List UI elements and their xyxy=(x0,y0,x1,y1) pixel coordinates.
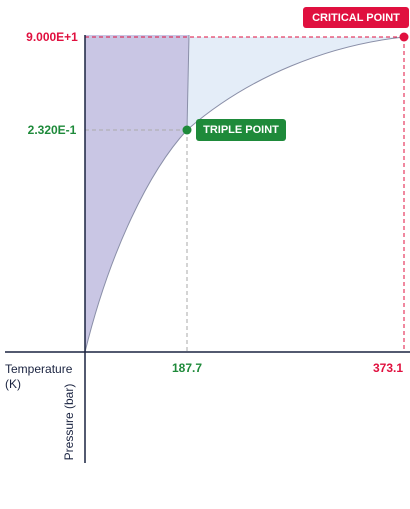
triple-pressure: 2.320E-1 xyxy=(28,123,77,137)
critical-point xyxy=(399,32,409,42)
triple-temperature: 187.7 xyxy=(172,361,202,375)
triple-label: TRIPLE POINT xyxy=(203,124,279,136)
critical-pressure: 9.000E+1 xyxy=(26,30,78,44)
y-axis-label: Pressure (bar) xyxy=(62,384,76,461)
liquid-region xyxy=(187,37,404,130)
melting-boundary xyxy=(186,34,190,131)
triple-point xyxy=(182,125,192,135)
triple-badge xyxy=(196,119,286,141)
critical-temperature: 373.1 xyxy=(373,361,403,375)
critical-label: CRITICAL POINT xyxy=(312,12,400,24)
x-axis-label: Temperature xyxy=(5,362,73,376)
critical-badge xyxy=(303,7,409,28)
solid-region xyxy=(85,35,189,352)
x-axis-label: (K) xyxy=(5,377,21,391)
